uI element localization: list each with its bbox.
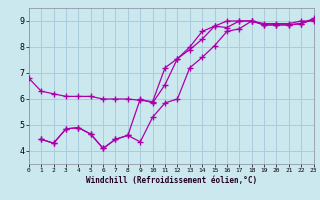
X-axis label: Windchill (Refroidissement éolien,°C): Windchill (Refroidissement éolien,°C) <box>86 176 257 185</box>
